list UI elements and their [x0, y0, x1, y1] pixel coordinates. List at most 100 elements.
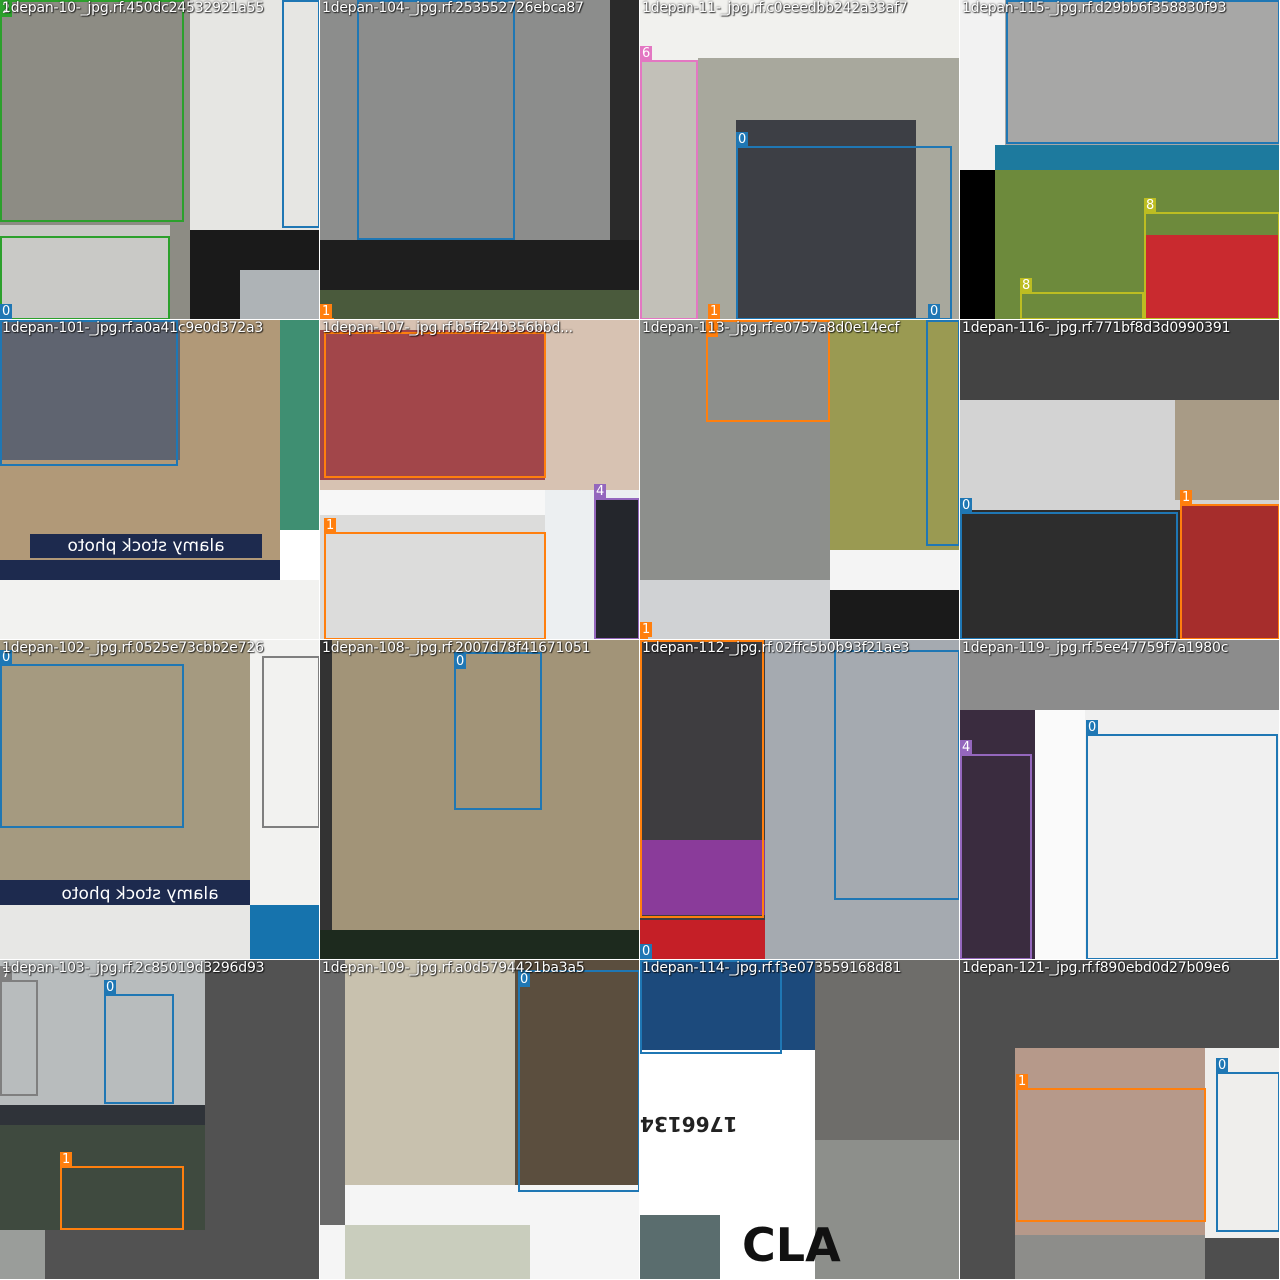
detection-box	[640, 640, 764, 918]
mosaic-tile: 1 1depan-104-_jpg.rf.253552726ebca87	[320, 0, 640, 320]
tile-filename: 1depan-108-_jpg.rf.2007d78f41671051	[322, 640, 591, 656]
image-fragment	[0, 560, 280, 580]
tile-filename: 1depan-10-_jpg.rf.450dc24532921a55	[2, 0, 265, 16]
image-fragment	[1145, 235, 1279, 319]
detection-box: 4	[594, 484, 639, 639]
detection-box: 6	[640, 46, 698, 319]
image-fragment	[320, 930, 639, 959]
mosaic-tile: 1 1 1depan-113-_jpg.rf.e0757a8d0e14ecf	[640, 320, 960, 640]
image-fragment	[1180, 505, 1279, 639]
mosaic-tile: 0 1 1depan-116-_jpg.rf.771bf8d3d0990391	[960, 320, 1280, 640]
detection-box	[324, 332, 546, 478]
detection-box: 0	[0, 304, 13, 319]
tile-filename: 1depan-102-_jpg.rf.0525e73cbb2e726	[2, 640, 264, 656]
tile-filename: 1depan-114-_jpg.rf.f3e073559168d81	[642, 960, 902, 976]
image-fragment	[0, 580, 319, 639]
class-label: 2	[0, 2, 13, 17]
detection-box: 8	[1144, 198, 1279, 319]
detection-box: 1	[324, 518, 546, 639]
mosaic-tile: 6 0 1 0 1depan-11-_jpg.rf.c0eeedbb242a33af7	[640, 0, 960, 320]
image-fragment	[345, 1225, 530, 1279]
image-fragment	[640, 1215, 720, 1279]
class-label: 1	[640, 622, 653, 637]
detection-box	[357, 0, 515, 240]
image-fragment	[240, 270, 319, 319]
class-label: 4	[594, 484, 607, 499]
image-fragment	[320, 0, 639, 240]
image-fragment	[280, 320, 319, 530]
detection-box: 0	[104, 980, 174, 1104]
mosaic-tile: 8 8 1depan-115-_jpg.rf.d29bb6f358830f93	[960, 0, 1280, 320]
mosaic-tile: 4 0 1depan-119-_jpg.rf.5ee47759f7a1980c	[960, 640, 1280, 960]
detection-box: 1	[706, 320, 830, 422]
detection-box: 1	[708, 304, 721, 319]
image-fragment	[332, 640, 639, 930]
class-label: 4	[960, 740, 973, 755]
tile-filename: 1depan-121-_jpg.rf.f890ebd0d27b09e6	[962, 960, 1230, 976]
image-fragment	[640, 840, 765, 915]
class-label: 0	[454, 654, 467, 669]
image-fragment	[1035, 710, 1085, 959]
detection-box: 0	[518, 970, 639, 1192]
image-fragment	[1015, 1235, 1205, 1279]
image-fragment	[960, 640, 1279, 710]
class-label: 0	[0, 650, 13, 665]
detection-box: 1	[640, 622, 653, 639]
image-fragment	[830, 550, 959, 590]
detection-box	[834, 650, 959, 900]
image-fragment	[610, 0, 639, 240]
detection-box	[926, 320, 959, 546]
class-label: 0	[736, 132, 749, 147]
stock-watermark: alamy stock photo	[30, 882, 250, 904]
class-label: 1	[60, 1152, 73, 1167]
detection-box: 7	[0, 966, 38, 1096]
mosaic-tile: 1 4 1depan-107-_jpg.rf.b5ff24b356bbd...	[320, 320, 640, 640]
mosaic-tile: 0 1depan-108-_jpg.rf.2007d78f41671051	[320, 640, 640, 960]
image-fragment	[0, 1230, 45, 1279]
detection-box: 4	[960, 740, 1032, 959]
image-fragment	[960, 710, 1035, 959]
scene-text: 1766134	[640, 1112, 738, 1136]
tile-filename: 1depan-11-_jpg.rf.c0eeedbb242a33af7	[642, 0, 908, 16]
image-fragment	[320, 960, 345, 1225]
class-label: 6	[640, 46, 653, 61]
image-fragment	[830, 590, 959, 639]
detection-box: 0	[960, 498, 1178, 639]
image-fragment	[0, 640, 250, 880]
mosaic-tile: 2 0 1depan-10-_jpg.rf.450dc24532921a55	[0, 0, 320, 320]
detection-box: 0	[928, 304, 941, 319]
class-label: 7	[0, 966, 13, 981]
image-fragment	[320, 515, 545, 639]
image-fragment	[640, 60, 698, 319]
image-fragment	[0, 1125, 205, 1230]
mosaic-tile: alamy stock photo 1depan-101-_jpg.rf.a0a4…	[0, 320, 320, 640]
mosaic-tile: 1 0 1depan-121-_jpg.rf.f890ebd0d27b09e6	[960, 960, 1280, 1280]
detection-box: 0	[640, 944, 653, 959]
image-fragment	[515, 960, 639, 1185]
image-fragment	[1005, 0, 1279, 145]
image-fragment	[320, 330, 545, 480]
image-fragment	[595, 500, 639, 639]
detection-box: 0	[454, 652, 542, 810]
detection-box: 1	[60, 1152, 184, 1230]
image-fragment	[815, 1140, 959, 1279]
class-label: 1	[706, 322, 719, 337]
image-fragment	[765, 640, 959, 959]
tile-filename: 1depan-101-_jpg.rf.a0a41c9e0d372a3	[2, 320, 264, 336]
image-fragment	[815, 960, 959, 1140]
tile-filename: 1depan-113-_jpg.rf.e0757a8d0e14ecf	[642, 320, 900, 336]
detection-box: 0	[736, 132, 952, 319]
tile-filename: 1depan-109-_jpg.rf.a0d5794421ba3a5	[322, 960, 585, 976]
mosaic-tile: 0 1depan-112-_jpg.rf.02ffc5b0b93f21ae3	[640, 640, 960, 960]
detection-box: 1	[1180, 490, 1279, 639]
image-fragment	[640, 320, 830, 580]
mosaic-tile: 7 0 1 1depan-103-_jpg.rf.2c85019d3296d93	[0, 960, 320, 1280]
detection-box: 0	[1086, 720, 1278, 959]
image-fragment	[0, 320, 180, 460]
class-label: 0	[928, 304, 941, 319]
image-fragment	[0, 225, 170, 319]
class-label: 0	[1216, 1058, 1229, 1073]
image-fragment	[960, 170, 995, 319]
detection-box	[640, 960, 782, 1054]
class-label: 0	[104, 980, 117, 995]
